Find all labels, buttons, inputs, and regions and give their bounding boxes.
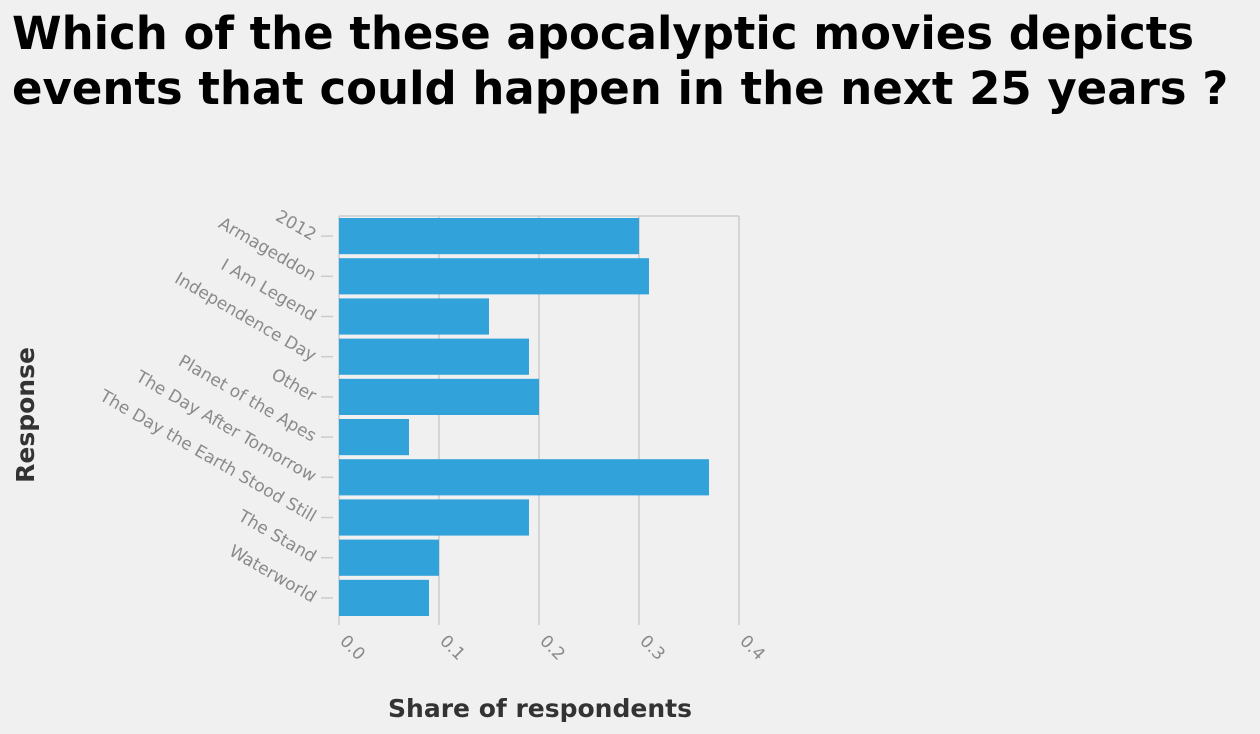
x-tick-label: 0.3 bbox=[635, 631, 668, 664]
y-tick-label: 2012 bbox=[272, 206, 319, 245]
bar bbox=[339, 419, 409, 456]
y-tick-label: Other bbox=[268, 365, 320, 406]
bar bbox=[339, 539, 439, 576]
chart-title: Which of the these apocalyptic movies de… bbox=[12, 7, 1229, 115]
y-axis-title: Response bbox=[11, 347, 40, 483]
bar bbox=[339, 218, 639, 255]
bar bbox=[339, 499, 529, 536]
bar bbox=[339, 258, 649, 295]
bar bbox=[339, 378, 539, 415]
x-tick-label: 0.2 bbox=[535, 631, 568, 664]
x-tick-label: 0.4 bbox=[735, 631, 768, 664]
x-tick-label: 0.1 bbox=[435, 631, 468, 664]
bars bbox=[339, 218, 709, 616]
x-tick-label: 0.0 bbox=[335, 631, 368, 664]
x-axis-ticks: 0.0 0.1 0.2 0.3 0.4 bbox=[335, 618, 769, 665]
x-axis-title: Share of respondents bbox=[388, 694, 692, 723]
bar bbox=[339, 459, 709, 496]
bar bbox=[339, 579, 429, 616]
bar bbox=[339, 338, 529, 375]
bar bbox=[339, 298, 489, 335]
